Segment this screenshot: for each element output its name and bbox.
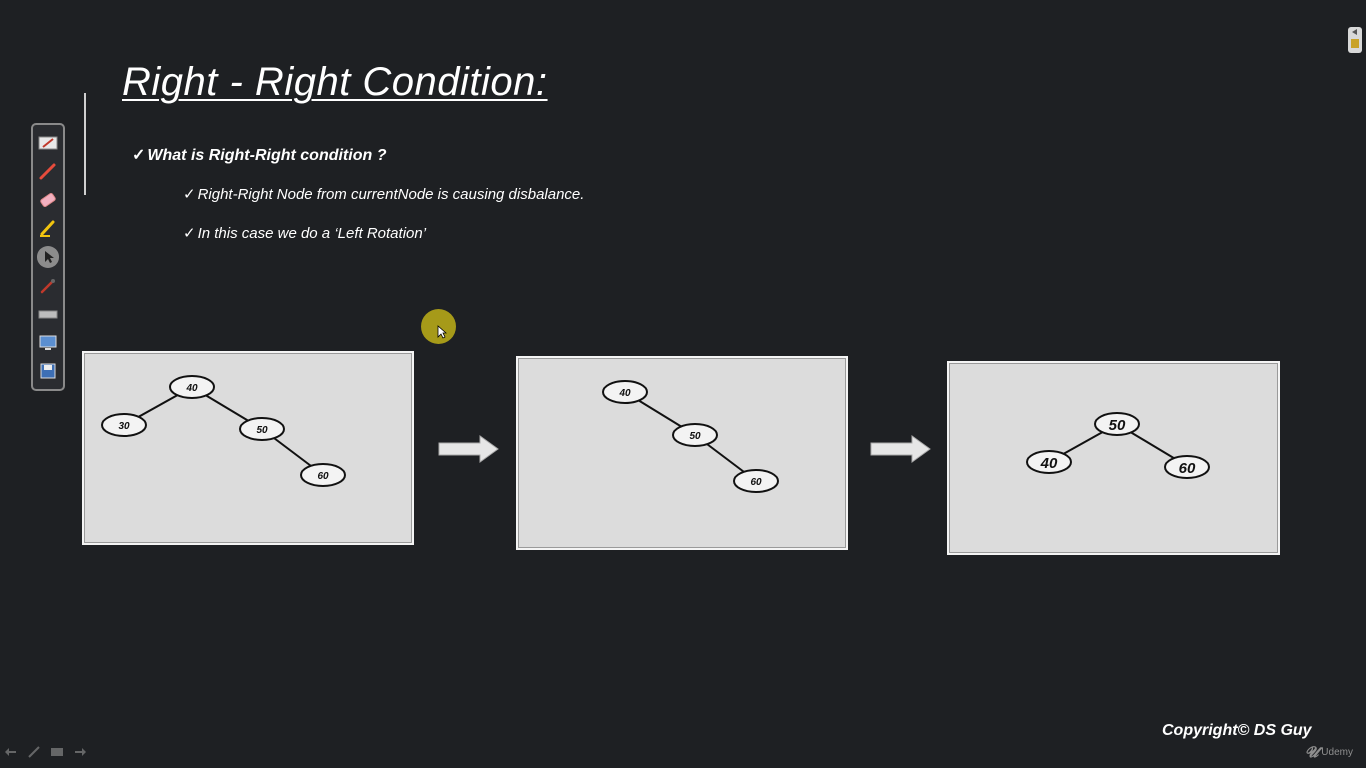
pen-toolbar	[31, 123, 65, 391]
udemy-brand: 𝓤 Udemy	[1305, 744, 1353, 761]
back-arrow-icon	[5, 748, 16, 756]
prev-slide-button[interactable]	[4, 745, 18, 759]
menu-icon	[51, 748, 63, 756]
brand-label: Udemy	[1321, 747, 1353, 758]
screen-tool[interactable]	[37, 332, 59, 354]
tree-node: 30	[101, 413, 147, 437]
forward-arrow-icon	[75, 748, 86, 756]
laser-pen-tool[interactable]	[37, 275, 59, 297]
tree-panel-right-chain: 40 50 60	[516, 356, 848, 550]
select-pen-tool[interactable]	[37, 132, 59, 154]
select-pen-icon	[38, 136, 58, 150]
pointer-icon	[45, 251, 54, 264]
udemy-logo-icon: 𝓤	[1305, 744, 1319, 761]
tree-panel-unbalanced: 40 30 50 60	[82, 351, 414, 545]
check-icon: ✓	[183, 225, 196, 242]
highlighter-icon	[40, 220, 55, 238]
arrow-right-icon	[870, 435, 931, 463]
node-label: 50	[689, 431, 701, 442]
eraser-icon	[40, 192, 56, 207]
eraser-tool[interactable]	[37, 189, 59, 211]
bullet-sub1-text: Right-Right Node from currentNode is cau…	[197, 186, 585, 203]
widget-icon	[1351, 29, 1359, 48]
node-label: 50	[1109, 417, 1126, 434]
check-icon: ✓	[132, 147, 146, 164]
node-label: 60	[1179, 460, 1196, 477]
corner-widget-button[interactable]	[1348, 27, 1362, 53]
tree-node: 40	[169, 375, 215, 399]
pen-button[interactable]	[27, 745, 41, 759]
tree-node: 60	[1164, 455, 1210, 479]
bullet-main-text: What is Right-Right condition ?	[147, 147, 387, 164]
check-icon: ✓	[183, 186, 196, 203]
tree-node: 40	[1026, 450, 1072, 474]
tree-diagram: 40 50 60	[602, 380, 779, 493]
next-slide-button[interactable]	[73, 745, 87, 759]
red-pen-tool[interactable]	[37, 161, 59, 183]
bullet-sub2-text: In this case we do a ‘Left Rotation’	[197, 225, 427, 242]
tree-node: 50	[1094, 412, 1140, 436]
node-label: 50	[256, 425, 268, 436]
pointer-tool[interactable]	[37, 246, 59, 268]
tree-panel-balanced: 50 40 60	[947, 361, 1280, 555]
tree-node: 40	[602, 380, 648, 404]
tree-node: 60	[300, 463, 346, 487]
keyboard-icon	[38, 310, 58, 319]
copyright-text: Copyright© DS Guy	[1162, 722, 1312, 739]
cursor-icon	[437, 325, 447, 339]
highlighter-tool[interactable]	[37, 218, 59, 240]
node-label: 40	[185, 383, 198, 394]
tree-node: 50	[672, 423, 718, 447]
node-label: 40	[1040, 455, 1058, 472]
title-divider	[84, 93, 86, 195]
tree-node: 50	[239, 417, 285, 441]
node-label: 60	[317, 471, 329, 482]
arrow-right-icon	[438, 435, 499, 463]
screen-icon	[39, 335, 57, 350]
node-label: 40	[618, 388, 631, 399]
save-icon	[40, 363, 56, 379]
pen-icon	[28, 746, 40, 758]
menu-button[interactable]	[50, 745, 64, 759]
tree-diagram: 40 30 50 60	[101, 375, 346, 487]
node-label: 60	[750, 477, 762, 488]
save-tool[interactable]	[37, 361, 59, 383]
bullet-sub2: ✓ In this case we do a ‘Left Rotation’	[183, 224, 426, 242]
laser-pen-icon	[40, 278, 55, 293]
node-label: 30	[118, 421, 130, 432]
tree-diagram: 50 40 60	[1026, 412, 1210, 479]
red-pen-icon	[39, 163, 56, 180]
tree-node: 60	[733, 469, 779, 493]
bullet-sub1: ✓ Right-Right Node from currentNode is ca…	[183, 185, 584, 203]
slide-nav	[4, 745, 87, 759]
bullet-main: ✓ What is Right-Right condition ?	[132, 145, 386, 165]
keyboard-tool[interactable]	[37, 303, 59, 325]
slide-title: Right - Right Condition:	[122, 60, 548, 104]
